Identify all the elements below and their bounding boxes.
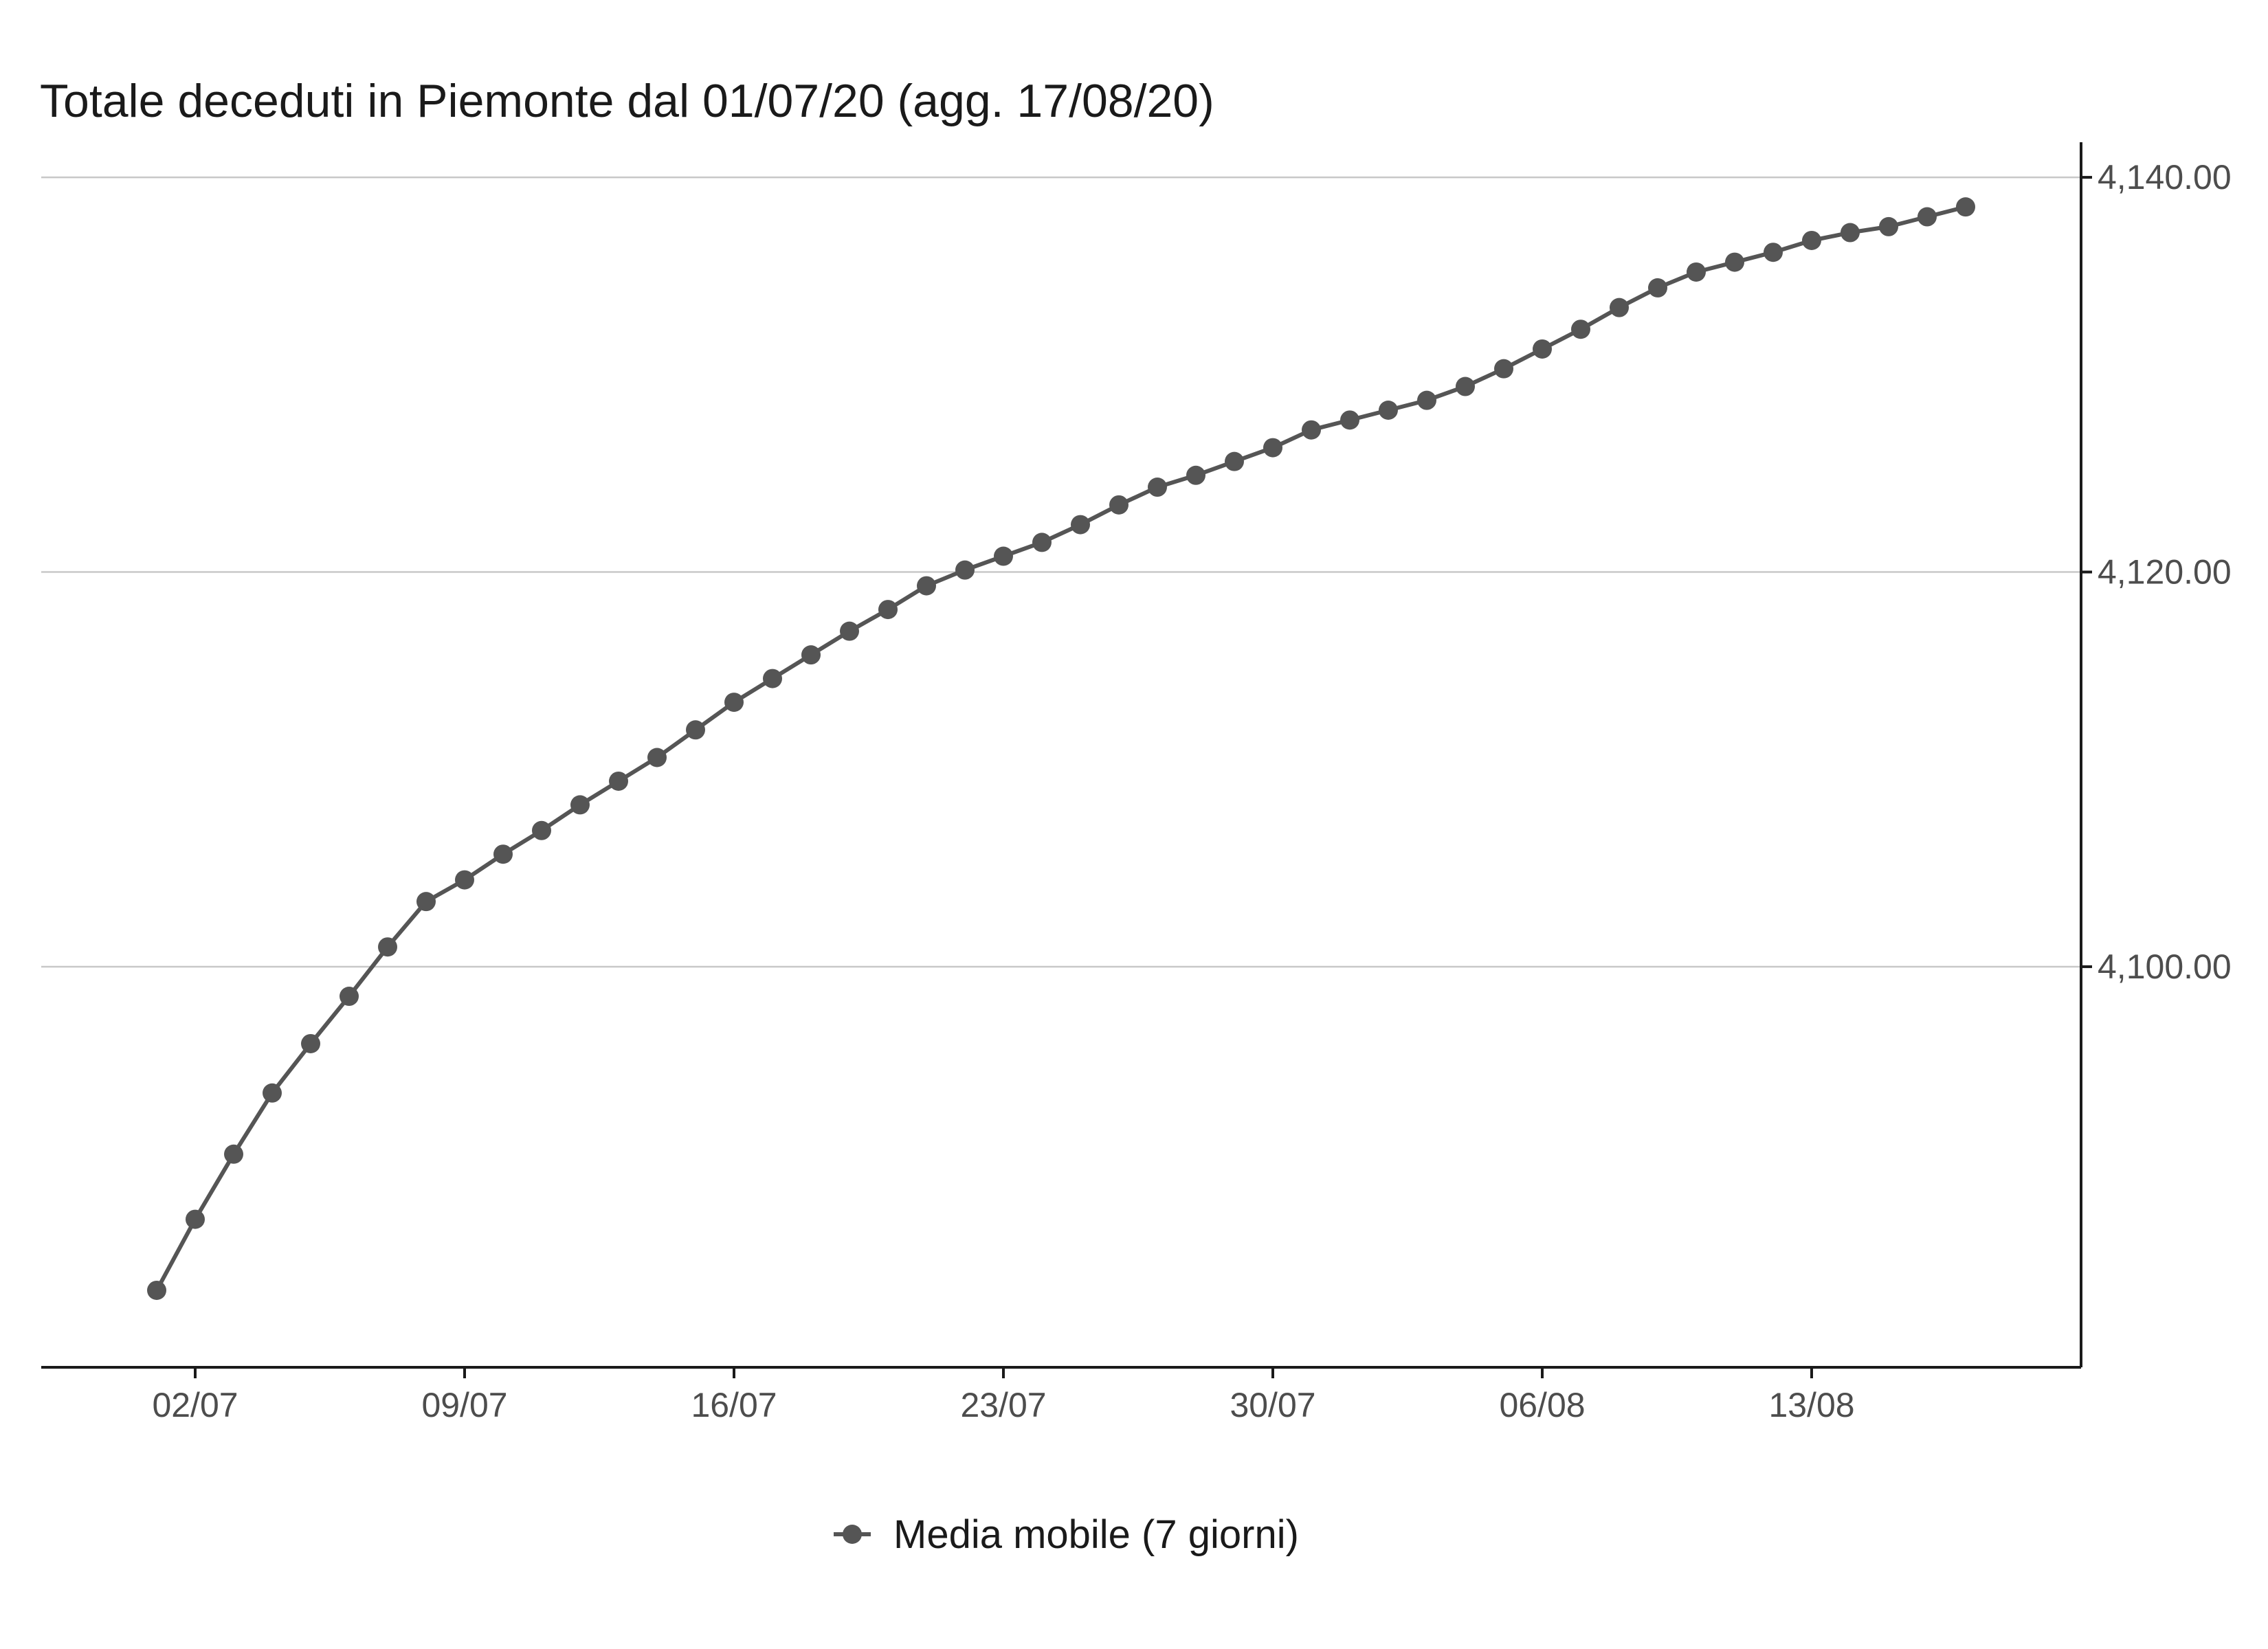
data-point [1802, 230, 1821, 250]
chart-title: Totale deceduti in Piemonte dal 01/07/20… [40, 75, 1214, 127]
data-point [1148, 478, 1167, 497]
data-point [378, 937, 397, 957]
x-tick-label: 02/07 [152, 1386, 238, 1424]
data-point [301, 1033, 320, 1053]
data-point [724, 693, 744, 713]
y-tick-label: 4,120.00 [2098, 553, 2232, 592]
data-point [1494, 359, 1513, 379]
data-point [1456, 377, 1475, 396]
data-point [1687, 262, 1706, 282]
y-tick-label: 4,100.00 [2098, 947, 2232, 986]
data-point [1648, 278, 1667, 298]
data-point [493, 844, 513, 864]
data-point [1725, 252, 1744, 272]
x-tick-label: 13/08 [1768, 1386, 1854, 1424]
data-point [263, 1083, 282, 1103]
x-tick-label: 09/07 [421, 1386, 507, 1424]
data-point [878, 600, 898, 620]
data-point [840, 621, 859, 641]
x-tick-label: 23/07 [960, 1386, 1046, 1424]
data-point [416, 892, 436, 912]
x-tick-label: 30/07 [1230, 1386, 1315, 1424]
data-point [1263, 438, 1282, 458]
data-point [801, 645, 821, 665]
x-tick-label: 06/08 [1499, 1386, 1585, 1424]
data-point [1340, 410, 1359, 430]
data-point [647, 748, 667, 767]
data-point [1879, 216, 1898, 236]
axes: 4,100.00 4,120.00 4,140.00 02/07 09/07 16/07 2… [41, 142, 2232, 1424]
data-point [1302, 420, 1321, 440]
legend-marker [843, 1525, 862, 1544]
data-point [532, 820, 551, 840]
data-point [340, 987, 359, 1007]
legend: Media mobile (7 giorni) [834, 1512, 1299, 1557]
y-tick-label: 4,140.00 [2098, 158, 2232, 197]
data-point [763, 669, 782, 688]
data-point [1841, 223, 1860, 243]
data-point [955, 560, 975, 580]
legend-label: Media mobile (7 giorni) [893, 1512, 1299, 1557]
data-point [994, 546, 1013, 566]
data-point [1764, 243, 1783, 262]
data-point [1071, 515, 1090, 535]
data-point [1186, 465, 1205, 485]
data-point [1417, 390, 1436, 410]
data-point [686, 720, 705, 740]
data-point [1610, 298, 1629, 317]
data-point [224, 1144, 243, 1164]
data-point [1225, 451, 1244, 471]
data-point [609, 771, 628, 791]
series-media-mobile [147, 197, 1975, 1300]
data-point [1032, 532, 1052, 552]
data-point [147, 1280, 166, 1300]
gridlines [41, 176, 2081, 968]
x-tick-label: 16/07 [691, 1386, 777, 1424]
data-point [570, 795, 590, 815]
data-point [1109, 495, 1129, 515]
data-point [455, 870, 474, 890]
data-point [1917, 207, 1937, 227]
data-point [917, 576, 936, 596]
data-point [1533, 339, 1552, 359]
data-point [186, 1209, 205, 1229]
series-line [155, 205, 1968, 1292]
data-point [1379, 400, 1398, 420]
data-point [1956, 197, 1975, 217]
data-point [1571, 319, 1590, 339]
